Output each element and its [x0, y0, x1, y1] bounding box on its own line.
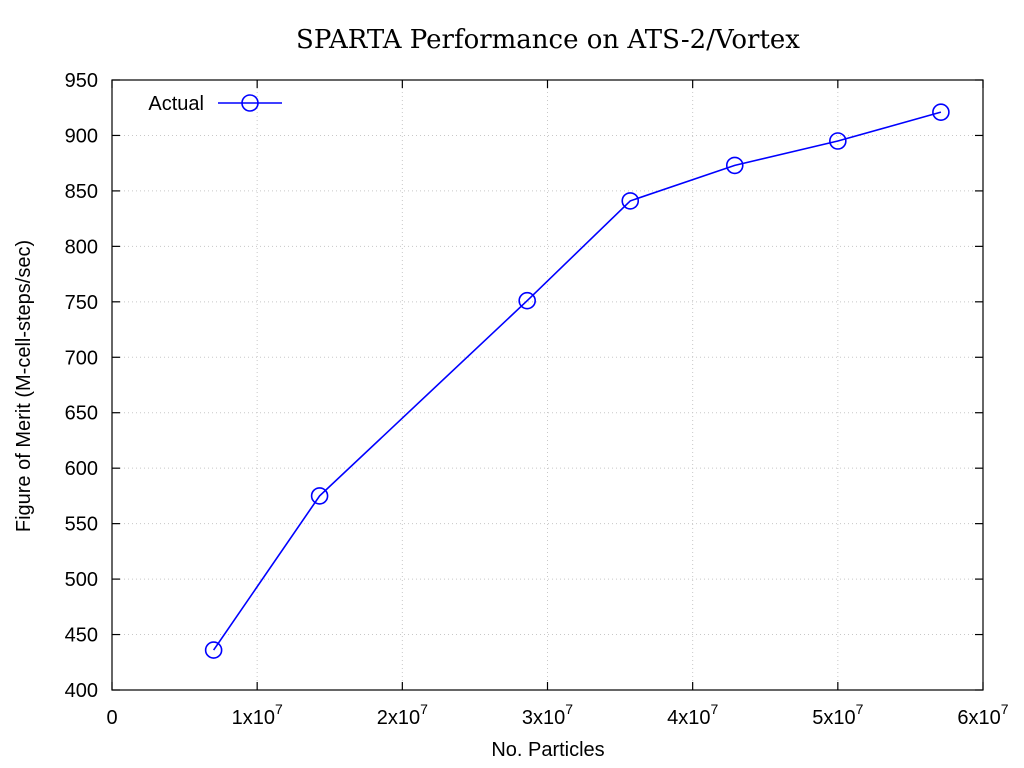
data-point [829, 132, 847, 150]
y-tick-label: 900 [65, 125, 98, 147]
x-tick-exponent: 7 [710, 701, 718, 717]
x-tick-mantissa: 3x10 [522, 707, 565, 729]
x-tick-label: 4x107 [667, 701, 718, 729]
y-tick-label: 750 [65, 292, 98, 314]
x-tick-mantissa: 4x10 [667, 707, 710, 729]
y-tick-label: 400 [65, 680, 98, 702]
y-tick-label: 600 [65, 458, 98, 480]
x-tick-exponent: 7 [420, 701, 428, 717]
y-tick-label: 700 [65, 347, 98, 369]
x-tick-label: 1x107 [232, 701, 283, 729]
y-tick-label: 950 [65, 70, 98, 92]
x-tick-label: 0 [106, 707, 117, 729]
series-actual [204, 103, 950, 659]
y-tick-label: 550 [65, 514, 98, 536]
data-point [932, 103, 950, 121]
data-point [310, 487, 329, 505]
y-axis-label: Figure of Merit (M-cell-steps/sec) [13, 240, 35, 532]
x-tick-label: 2x107 [377, 701, 428, 729]
x-tick-mantissa: 2x10 [377, 707, 420, 729]
x-tick-label: 5x107 [812, 701, 863, 729]
x-axis-label: No. Particles [491, 739, 604, 761]
y-tick-label: 650 [65, 403, 98, 425]
data-point [621, 192, 640, 210]
x-tick-mantissa: 6x10 [957, 707, 1000, 729]
y-tick-label: 850 [65, 181, 98, 203]
chart-title: SPARTA Performance on ATS-2/Vortex [296, 25, 800, 55]
x-tick-exponent: 7 [275, 701, 283, 717]
x-tick-mantissa: 0 [106, 707, 117, 729]
x-tick-exponent: 7 [565, 701, 573, 717]
y-tick-label: 450 [65, 625, 98, 647]
grid-lines [112, 80, 983, 690]
y-tick-label: 500 [65, 569, 98, 591]
x-tick-mantissa: 5x10 [812, 707, 855, 729]
x-tick-label: 3x107 [522, 701, 573, 729]
x-tick-label: 6x107 [957, 701, 1008, 729]
data-point [204, 641, 223, 659]
x-axis: 0 1x107 2x107 3x107 4x107 5x107 6x107 [106, 80, 1009, 729]
series-line [212, 111, 942, 651]
data-point [725, 156, 744, 175]
x-tick-exponent: 7 [856, 701, 864, 717]
x-tick-mantissa: 1x10 [232, 707, 275, 729]
x-tick-exponent: 7 [1001, 701, 1009, 717]
legend-marker [241, 94, 259, 112]
data-point [518, 291, 536, 310]
y-tick-label: 800 [65, 236, 98, 258]
legend-label: Actual [148, 93, 204, 115]
y-axis: 400 450 500 550 600 650 700 750 800 850 900 950 [65, 70, 983, 702]
legend: Actual [148, 93, 282, 115]
